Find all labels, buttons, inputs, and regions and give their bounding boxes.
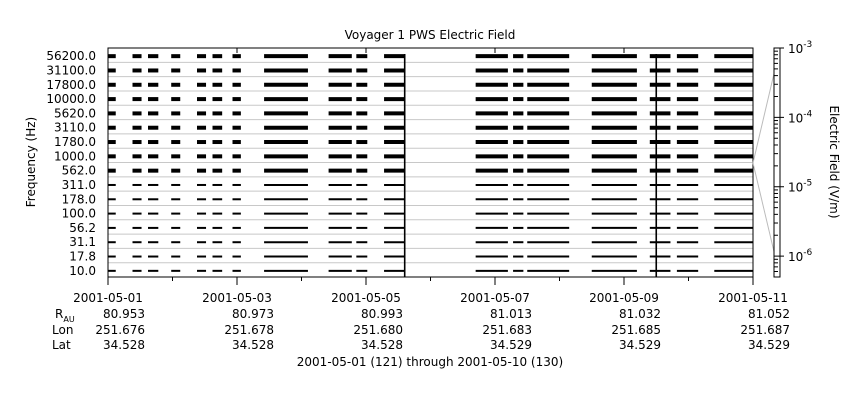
- y-tick-label: 31.1: [69, 235, 96, 249]
- colorbar-tick-label: 10-6: [788, 248, 813, 264]
- lat-value: 34.529: [490, 338, 532, 352]
- y-tick-label: 10.0: [69, 264, 96, 278]
- y-axis-label: Frequency (Hz): [24, 117, 38, 208]
- lat-label: Lat: [52, 338, 71, 352]
- lon-value: 251.676: [95, 323, 145, 337]
- lat-value: 34.528: [232, 338, 274, 352]
- lon-value: 251.683: [482, 323, 532, 337]
- lon-value: 251.680: [353, 323, 403, 337]
- x-tick-label: 2001-05-09: [589, 291, 659, 305]
- y-tick-label: 1780.0: [54, 135, 96, 149]
- y-tick-label: 31100.0: [46, 63, 96, 77]
- data-segments: [108, 54, 753, 272]
- lon-label: Lon: [52, 323, 73, 337]
- x-tick-label: 2001-05-11: [718, 291, 788, 305]
- colorbar-bar: [773, 47, 781, 278]
- lon-value: 251.687: [740, 323, 790, 337]
- lat-value: 34.529: [748, 338, 790, 352]
- colorbar-tick-label: 10-4: [788, 109, 813, 125]
- colorbar: 10-3 10-4 10-5 10-6 Electric Field (V/m): [752, 40, 841, 278]
- x-tick-label: 2001-05-01: [73, 291, 143, 305]
- colorbar-tick-label: 10-5: [788, 179, 812, 195]
- y-tick-label: 311.0: [62, 178, 96, 192]
- lat-value: 34.528: [103, 338, 145, 352]
- y-tick-label: 100.0: [62, 207, 96, 221]
- y-tick-label: 562.0: [62, 164, 96, 178]
- y-tick-label: 17.8: [69, 250, 96, 264]
- colorbar-ticks: 10-3 10-4 10-5 10-6: [774, 40, 813, 278]
- y-tick-label: 17800.0: [46, 78, 96, 92]
- rau-value: 80.953: [103, 307, 145, 321]
- colorbar-tick-label: 10-3: [788, 40, 812, 56]
- rau-value: 81.013: [490, 307, 532, 321]
- chart-title: Voyager 1 PWS Electric Field: [345, 28, 516, 42]
- colorbar-label: Electric Field (V/m): [827, 105, 841, 218]
- lon-value: 251.678: [224, 323, 274, 337]
- emission-bursts: [403, 54, 658, 277]
- y-tick-label: 10000.0: [46, 92, 96, 106]
- time-range-footer: 2001-05-01 (121) through 2001-05-10 (130…: [297, 355, 563, 369]
- y-tick-label: 5620.0: [54, 106, 96, 120]
- rau-value: 81.032: [619, 307, 661, 321]
- x-tick-label: 2001-05-05: [331, 291, 401, 305]
- x-tick-label: 2001-05-07: [460, 291, 530, 305]
- lon-value: 251.685: [611, 323, 661, 337]
- rau-value: 80.973: [232, 307, 274, 321]
- lat-value: 34.529: [619, 338, 661, 352]
- y-tick-label: 1000.0: [54, 149, 96, 163]
- x-tick-label: 2001-05-03: [202, 291, 272, 305]
- y-tick-label: 56.2: [69, 221, 96, 235]
- x-axis: 2001-05-0180.953251.67634.5282001-05-038…: [73, 48, 790, 352]
- rau-value: 80.993: [361, 307, 403, 321]
- channel-gridlines: [108, 61, 753, 264]
- lat-value: 34.528: [361, 338, 403, 352]
- y-tick-label: 3110.0: [54, 121, 96, 135]
- rau-value: 81.052: [748, 307, 790, 321]
- y-tick-labels: 56200.031100.017800.010000.05620.03110.0…: [46, 49, 112, 278]
- plot-area: [107, 47, 754, 278]
- y-tick-label: 178.0: [62, 192, 96, 206]
- rau-label: RAU: [55, 307, 75, 324]
- y-tick-label: 56200.0: [46, 49, 96, 63]
